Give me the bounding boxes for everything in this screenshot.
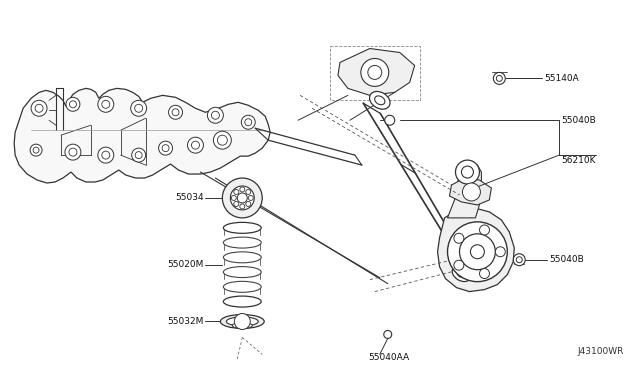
Circle shape [191,141,200,149]
Circle shape [244,119,252,126]
Circle shape [447,222,508,282]
Circle shape [460,234,495,270]
Circle shape [479,269,490,279]
Circle shape [361,58,388,86]
Circle shape [456,160,479,184]
Circle shape [454,260,464,270]
Ellipse shape [223,237,261,248]
Polygon shape [338,48,415,95]
Circle shape [246,189,251,195]
Circle shape [69,101,76,108]
Text: 55040AA: 55040AA [368,353,409,362]
Circle shape [213,131,231,149]
Circle shape [30,144,42,156]
Circle shape [246,202,251,206]
Ellipse shape [452,266,471,282]
Ellipse shape [369,92,390,109]
Ellipse shape [223,222,261,233]
Circle shape [65,144,81,160]
Circle shape [98,96,114,112]
Circle shape [168,105,182,119]
Circle shape [234,189,239,195]
Text: 55020M: 55020M [167,260,204,269]
Circle shape [131,100,147,116]
Circle shape [237,193,247,203]
Text: 55040B: 55040B [549,255,584,264]
Text: 55034: 55034 [175,193,204,202]
Circle shape [162,145,169,152]
Circle shape [35,104,43,112]
Circle shape [33,147,39,153]
Circle shape [211,111,220,119]
Circle shape [470,245,484,259]
Ellipse shape [223,281,261,292]
Circle shape [98,147,114,163]
Text: 55140A: 55140A [544,74,579,83]
Circle shape [463,183,481,201]
Circle shape [513,254,525,266]
Circle shape [159,141,173,155]
Circle shape [207,107,223,123]
Ellipse shape [223,267,261,278]
Circle shape [495,247,506,257]
Circle shape [493,73,506,84]
Circle shape [516,257,522,263]
Circle shape [241,115,255,129]
Circle shape [231,195,236,201]
Text: 56210K: 56210K [561,155,596,164]
Circle shape [230,186,254,210]
Polygon shape [449,178,492,205]
Circle shape [497,76,502,81]
Ellipse shape [223,296,261,307]
Polygon shape [14,89,270,183]
Circle shape [218,135,227,145]
Circle shape [461,166,474,178]
Polygon shape [438,208,515,292]
Ellipse shape [232,323,252,328]
Circle shape [240,204,244,209]
Circle shape [479,225,490,235]
Text: J43100WR: J43100WR [577,347,624,356]
Circle shape [102,100,110,108]
Ellipse shape [457,270,466,278]
Circle shape [248,195,253,201]
Circle shape [134,104,143,112]
Circle shape [454,233,464,243]
Circle shape [102,151,110,159]
Circle shape [240,187,244,192]
Text: 55032M: 55032M [167,317,204,326]
Ellipse shape [223,252,261,263]
Circle shape [69,148,77,156]
Polygon shape [447,163,481,218]
Circle shape [385,115,395,125]
Circle shape [234,314,250,330]
Text: 55040B: 55040B [561,116,596,125]
Ellipse shape [227,317,258,326]
Circle shape [188,137,204,153]
Circle shape [384,330,392,339]
Circle shape [368,65,382,79]
Circle shape [135,152,142,158]
Circle shape [234,202,239,206]
Circle shape [66,97,80,111]
Ellipse shape [374,96,385,105]
Circle shape [132,148,146,162]
Circle shape [31,100,47,116]
Circle shape [222,178,262,218]
Circle shape [172,109,179,116]
Ellipse shape [220,314,264,328]
